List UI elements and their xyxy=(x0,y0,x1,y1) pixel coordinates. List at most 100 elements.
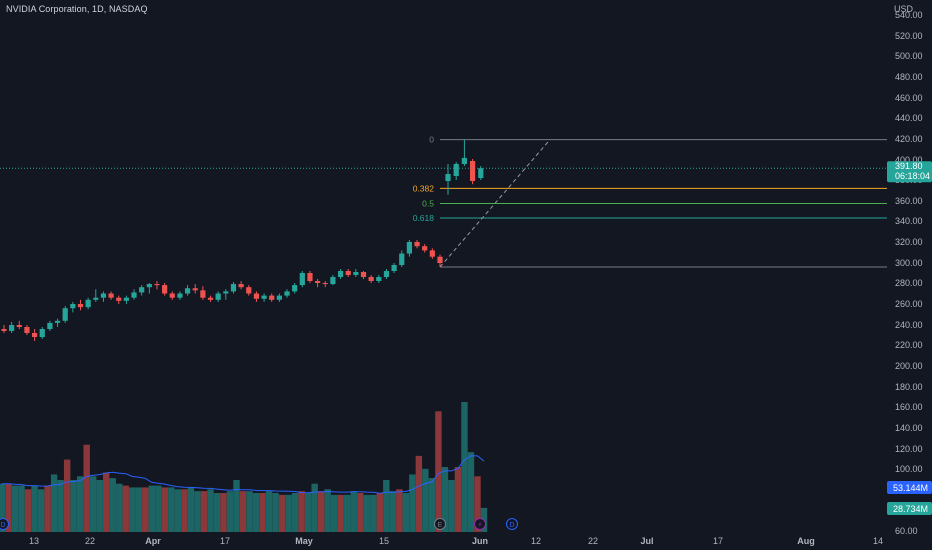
candle-body xyxy=(276,295,282,300)
price-axis[interactable]: 540.00 520.00 500.00 480.00 460.00 440.00 420.… xyxy=(895,10,923,536)
candle-body xyxy=(223,291,229,294)
price-tick-label: 500.00 xyxy=(895,51,923,61)
event-marker[interactable] xyxy=(0,518,9,530)
volume-bar xyxy=(441,467,449,532)
price-tick-label: 320.00 xyxy=(895,237,923,247)
candle-body xyxy=(108,293,114,298)
price-tick-label: 160.00 xyxy=(895,402,923,412)
price-tick-label: 60.00 xyxy=(895,526,918,536)
time-tick-label: Jun xyxy=(472,536,488,546)
price-tick-label: 300.00 xyxy=(895,258,923,268)
volume-bars xyxy=(0,402,488,532)
volume-bar xyxy=(330,494,338,532)
time-tick-label: 12 xyxy=(531,536,541,546)
volume-bar xyxy=(383,480,390,532)
volume-bar xyxy=(428,478,436,532)
volume-bar xyxy=(370,494,377,532)
volume-bar xyxy=(161,487,169,532)
volume-bar xyxy=(135,487,142,532)
candle-body xyxy=(299,273,305,286)
volume-badge-value: 28.734M xyxy=(893,504,928,514)
candle-body xyxy=(24,327,30,333)
volume-bar xyxy=(116,483,123,532)
volume-bar xyxy=(272,493,279,532)
candle-body xyxy=(353,272,359,275)
volume-bar xyxy=(454,467,462,532)
volume-bar xyxy=(317,491,325,532)
candle-body xyxy=(146,284,152,288)
volume-bar xyxy=(246,491,253,532)
candle-body xyxy=(154,284,160,286)
candle-body xyxy=(399,253,405,265)
volume-bar xyxy=(70,480,77,532)
price-tick-label: 220.00 xyxy=(895,340,923,350)
time-axis[interactable]: 13 22 Apr 17 May 15 Jun 12 22 Jul 17 Aug 14 xyxy=(29,536,883,546)
price-tick-label: 120.00 xyxy=(895,444,923,454)
fib-trend-line xyxy=(439,139,551,268)
candle-body xyxy=(261,295,267,299)
volume-bar xyxy=(213,493,221,532)
price-tick-label: 100.00 xyxy=(895,464,923,474)
volume-bar xyxy=(103,472,110,532)
candle-body xyxy=(246,287,252,294)
price-tick-label: 360.00 xyxy=(895,196,923,206)
candle-body xyxy=(47,322,53,329)
candle-body xyxy=(100,293,107,298)
volume-bar xyxy=(467,452,475,532)
chart-title[interactable]: NVIDIA Corporation, 1D, NASDAQ xyxy=(6,4,148,14)
volume-bar xyxy=(252,493,260,532)
candle-body xyxy=(292,285,298,292)
candle-body xyxy=(238,284,244,288)
event-markers[interactable]: D E ⚡ D xyxy=(0,518,518,530)
candle-body xyxy=(16,325,22,327)
candle-body xyxy=(230,284,237,292)
volume-bar xyxy=(168,487,175,532)
candle-body xyxy=(1,329,7,331)
price-tick-label: 280.00 xyxy=(895,278,923,288)
fibonacci-retracement[interactable]: 0 0.382 0.5 0.618 xyxy=(0,135,887,268)
candle-body xyxy=(368,277,374,281)
volume-bar xyxy=(357,493,364,532)
volume-bar xyxy=(337,494,344,532)
time-tick-label: 22 xyxy=(588,536,598,546)
time-tick-label: 17 xyxy=(713,536,723,546)
volume-bar xyxy=(409,474,416,532)
candle-body xyxy=(337,271,344,277)
volume-bar xyxy=(0,483,6,532)
volume-bar xyxy=(396,489,403,532)
candle-body xyxy=(406,242,413,254)
candle-body xyxy=(85,299,91,308)
fib-level-label: 0.618 xyxy=(413,213,435,223)
currency-label[interactable]: USD xyxy=(894,4,914,14)
fib-level-label: 0.5 xyxy=(422,199,434,209)
price-tick-label: 480.00 xyxy=(895,72,923,82)
candle-body xyxy=(376,277,382,281)
candle-body xyxy=(116,297,122,301)
volume-bar xyxy=(187,487,195,532)
volume-bar xyxy=(129,487,136,532)
candle-body xyxy=(330,277,336,285)
volume-bar xyxy=(435,411,442,532)
time-tick-label: Jul xyxy=(640,536,653,546)
event-marker[interactable] xyxy=(474,518,486,530)
event-marker-label: D xyxy=(0,522,5,529)
event-marker-label: E xyxy=(438,522,443,529)
event-marker[interactable] xyxy=(434,518,446,530)
volume-bar xyxy=(50,474,58,532)
time-tick-label: May xyxy=(295,536,313,546)
volume-bar xyxy=(200,491,208,532)
time-tick-label: 22 xyxy=(85,536,95,546)
price-tick-label: 540.00 xyxy=(895,10,923,20)
candle-body xyxy=(322,283,328,285)
volume-bar xyxy=(350,491,357,532)
time-tick-label: 14 xyxy=(873,536,883,546)
price-tick-label: 520.00 xyxy=(895,31,923,41)
volume-bar xyxy=(31,485,38,532)
event-marker[interactable] xyxy=(506,518,518,530)
event-marker-label: D xyxy=(509,522,514,529)
volume-bar xyxy=(155,485,162,532)
volume-bar xyxy=(259,493,266,532)
volume-bar xyxy=(37,489,45,532)
